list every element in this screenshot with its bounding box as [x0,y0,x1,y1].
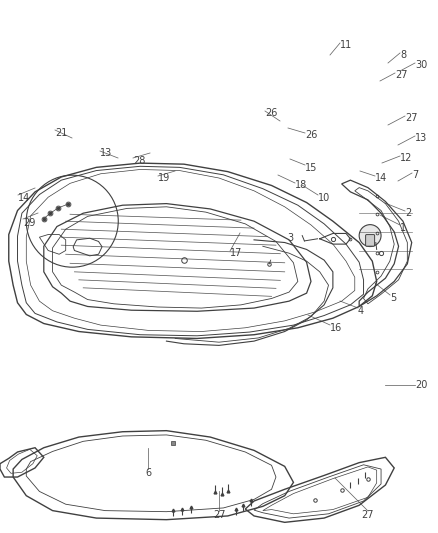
Text: 27: 27 [362,510,374,520]
Text: 30: 30 [415,60,427,70]
Text: 10: 10 [318,193,330,203]
Text: 4: 4 [358,306,364,316]
Text: 27: 27 [405,113,417,123]
Text: 17: 17 [230,248,242,258]
Text: 12: 12 [400,153,412,163]
Text: 16: 16 [330,323,342,333]
Text: 18: 18 [295,180,307,190]
Text: 28: 28 [133,156,145,166]
Text: 27: 27 [213,510,225,520]
Text: 20: 20 [415,380,427,390]
Text: 19: 19 [158,173,170,183]
Text: 13: 13 [415,133,427,143]
Text: 3: 3 [287,233,293,243]
Text: 11: 11 [340,40,352,50]
Text: 14: 14 [375,173,387,183]
Text: 26: 26 [305,130,318,140]
Text: 15: 15 [305,163,318,173]
Text: 29: 29 [23,218,35,228]
Text: 7: 7 [412,170,418,180]
Text: 5: 5 [390,293,396,303]
Text: 13: 13 [100,148,112,158]
Text: 2: 2 [405,208,411,218]
Circle shape [359,224,381,247]
Text: 26: 26 [265,108,277,118]
Text: 14: 14 [18,193,30,203]
Text: 6: 6 [145,468,151,478]
FancyBboxPatch shape [366,235,374,246]
Text: 27: 27 [395,70,407,80]
Text: 1: 1 [400,223,406,233]
Text: 8: 8 [400,50,406,60]
Text: 21: 21 [55,128,67,138]
